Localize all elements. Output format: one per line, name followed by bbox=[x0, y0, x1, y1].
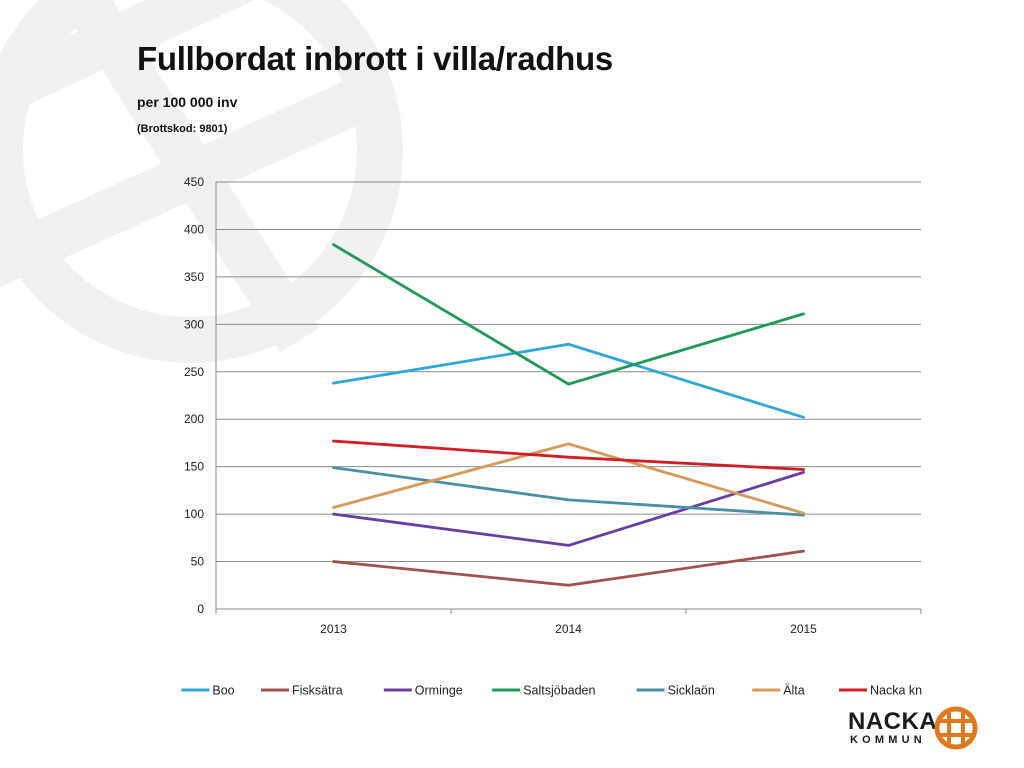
series-line-6 bbox=[332, 439, 805, 471]
y-tick-label: 250 bbox=[184, 365, 204, 379]
y-tick-label: 400 bbox=[184, 222, 204, 236]
nacka-kommun-logo: NACKA KOMMUN bbox=[848, 706, 978, 750]
y-tick-label: 450 bbox=[184, 175, 204, 189]
y-tick-label: 100 bbox=[184, 507, 204, 521]
legend-label: Nacka kn bbox=[870, 684, 922, 698]
legend-label: Boo bbox=[212, 684, 234, 698]
series-line-2 bbox=[332, 470, 805, 547]
legend-label: Sicklaön bbox=[668, 684, 715, 698]
legend-label: Orminge bbox=[415, 684, 463, 698]
legend-label: Saltsjöbaden bbox=[523, 684, 595, 698]
series-line-0 bbox=[332, 342, 805, 419]
legend-label: Älta bbox=[783, 684, 805, 698]
x-tick-label: 2014 bbox=[555, 622, 582, 636]
y-tick-label: 50 bbox=[191, 555, 205, 569]
x-tick-label: 2013 bbox=[320, 622, 347, 636]
y-tick-label: 0 bbox=[197, 602, 204, 616]
x-tick-label: 2015 bbox=[790, 622, 817, 636]
legend-label: Fisksätra bbox=[292, 684, 343, 698]
series-line-4 bbox=[332, 466, 805, 517]
y-tick-label: 200 bbox=[184, 412, 204, 426]
series-line-5 bbox=[332, 442, 805, 515]
logo-emblem-icon bbox=[934, 706, 978, 750]
logo-word-nacka: NACKA bbox=[848, 708, 938, 735]
page-title: Fullbordat inbrott i villa/radhus bbox=[137, 40, 613, 77]
y-tick-label: 300 bbox=[184, 317, 204, 331]
series-line-1 bbox=[332, 549, 805, 587]
logo-word-kommun: KOMMUN bbox=[850, 734, 926, 746]
page-subtitle: per 100 000 inv bbox=[137, 94, 238, 110]
logo-emblem-ring bbox=[934, 706, 978, 750]
y-tick-label: 150 bbox=[184, 460, 204, 474]
series-line-3 bbox=[332, 243, 805, 386]
line-chart: 0 50 100 150 200 250 300 350 400 450 2013 2014 2015 B… bbox=[181, 175, 922, 698]
y-tick-label: 350 bbox=[184, 270, 204, 284]
crime-code-note: (Brottskod: 9801) bbox=[137, 123, 228, 135]
